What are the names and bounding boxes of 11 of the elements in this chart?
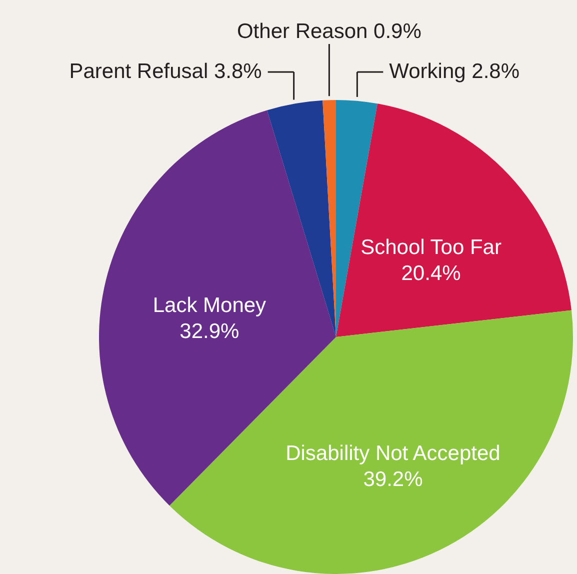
slice-label: School Too Far [360, 236, 502, 259]
slice-label: Lack Money [152, 294, 267, 317]
slice-label: Disability Not Accepted [286, 442, 500, 466]
data-label: 20.4% [401, 262, 461, 285]
slice-label: Other Reason 0.9% [236, 20, 422, 43]
slice-label: Parent Refusal 3.8% [69, 60, 262, 83]
data-label: 32.9% [180, 320, 240, 343]
pie-slice [267, 100, 336, 337]
pie-slice [336, 104, 572, 337]
slice-label: Working 2.8% [389, 60, 520, 83]
data-label: 39.2% [363, 468, 423, 492]
